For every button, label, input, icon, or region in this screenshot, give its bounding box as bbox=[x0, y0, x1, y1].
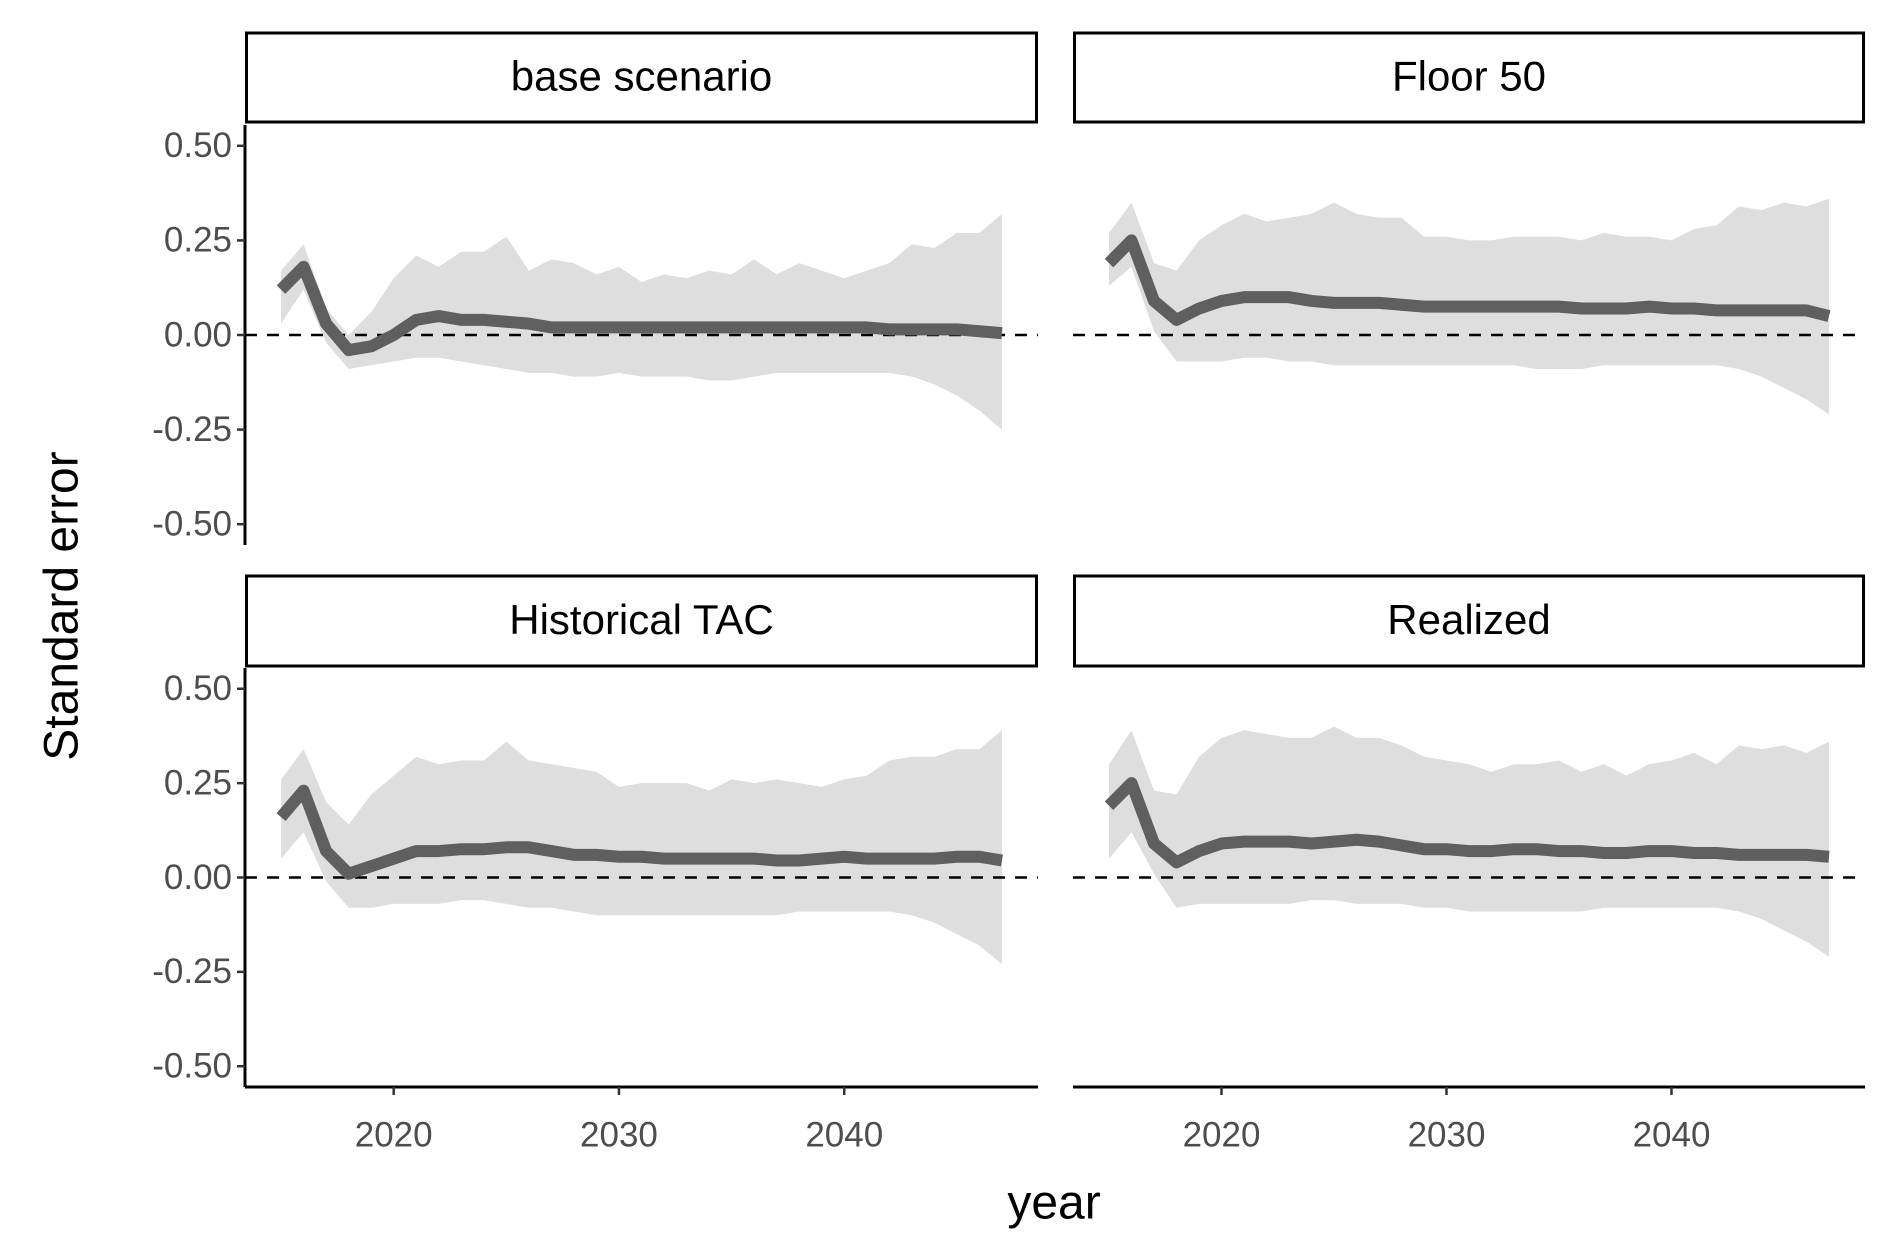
y-tick-label: 0.50 bbox=[164, 669, 232, 708]
x-tick-label: 2030 bbox=[580, 1115, 658, 1154]
series-line bbox=[1104, 777, 1830, 869]
facet-strip bbox=[1073, 31, 1865, 124]
facet-strip bbox=[245, 574, 1038, 668]
x-axis-title: year bbox=[1007, 1177, 1100, 1230]
y-tick-label: -0.50 bbox=[152, 504, 232, 543]
x-tick-label: 2040 bbox=[805, 1115, 883, 1154]
facet-title: base scenario bbox=[511, 53, 773, 100]
y-tick-label: -0.50 bbox=[152, 1046, 232, 1085]
series-line bbox=[276, 784, 1003, 880]
x-tick-label: 2040 bbox=[1633, 1115, 1711, 1154]
facet-title: Floor 50 bbox=[1392, 53, 1546, 100]
facet-title: Realized bbox=[1387, 596, 1550, 643]
error-band bbox=[1109, 726, 1829, 957]
x-tick-label: 2030 bbox=[1408, 1115, 1486, 1154]
facet-strip bbox=[1073, 574, 1865, 668]
series-line bbox=[276, 260, 1003, 357]
series-line bbox=[1104, 234, 1831, 326]
x-tick-label: 2020 bbox=[355, 1115, 433, 1154]
y-tick-label: -0.25 bbox=[152, 410, 232, 449]
y-tick-label: 0.25 bbox=[164, 221, 232, 260]
y-tick-label: 0.00 bbox=[164, 858, 232, 897]
facet-title: Historical TAC bbox=[509, 596, 774, 643]
y-tick-label: -0.25 bbox=[152, 952, 232, 991]
facet-strip bbox=[245, 31, 1038, 124]
y-tick-label: 0.50 bbox=[164, 126, 232, 165]
x-tick-label: 2020 bbox=[1183, 1115, 1261, 1154]
y-tick-label: 0.00 bbox=[164, 315, 232, 354]
y-tick-label: 0.25 bbox=[164, 763, 232, 802]
error-band bbox=[281, 730, 1002, 965]
y-axis-title: Standard error bbox=[36, 451, 89, 761]
